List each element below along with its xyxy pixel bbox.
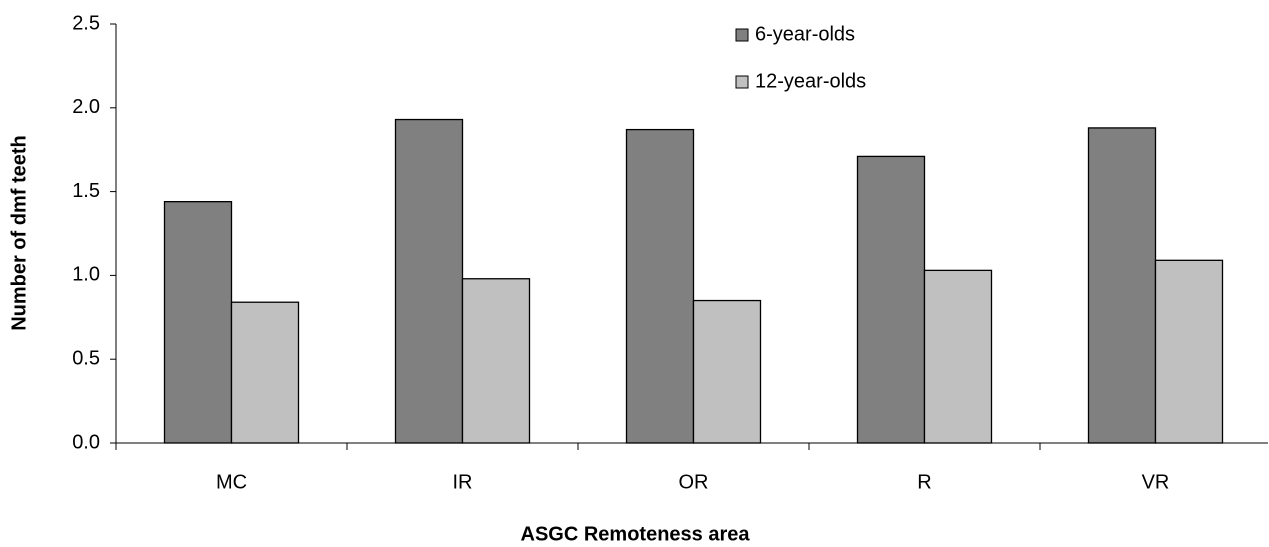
bar bbox=[625, 128, 695, 444]
x-tick-label: OR bbox=[679, 471, 709, 493]
bar bbox=[923, 269, 993, 444]
y-tick-label: 2.0 bbox=[72, 96, 100, 118]
y-tick-label: 2.5 bbox=[72, 12, 100, 34]
bar bbox=[230, 301, 300, 444]
bar bbox=[692, 299, 762, 444]
legend-label: 6-year-olds bbox=[755, 23, 855, 45]
legend-label: 12-year-olds bbox=[755, 70, 866, 92]
bar bbox=[1087, 127, 1157, 444]
y-tick-label: 0.5 bbox=[72, 347, 100, 369]
bar bbox=[394, 118, 464, 444]
legend-swatch bbox=[735, 28, 749, 42]
y-tick-label: 1.0 bbox=[72, 264, 100, 286]
y-tick-label: 1.5 bbox=[72, 180, 100, 202]
y-axis-title: Number of dmf teeth bbox=[8, 135, 30, 331]
bar bbox=[856, 155, 926, 444]
bar bbox=[461, 278, 531, 444]
legend-swatch bbox=[735, 75, 749, 89]
x-axis-title: ASGC Remoteness area bbox=[521, 523, 751, 545]
x-tick-label: VR bbox=[1142, 471, 1170, 493]
x-tick-label: MC bbox=[216, 471, 247, 493]
x-tick-label: IR bbox=[453, 471, 473, 493]
bar bbox=[1154, 259, 1224, 444]
y-tick-label: 0.0 bbox=[72, 431, 100, 453]
x-tick-label: R bbox=[917, 471, 931, 493]
bar bbox=[163, 201, 233, 444]
